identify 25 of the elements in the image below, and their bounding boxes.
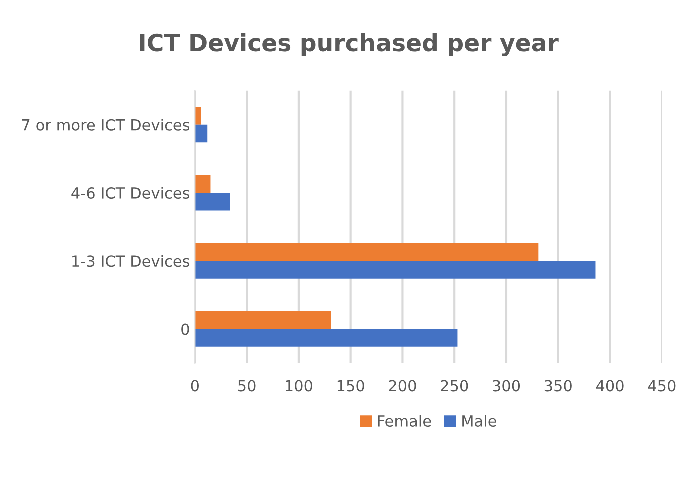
y-tick-label: 0 xyxy=(182,324,190,336)
bar xyxy=(195,243,539,262)
x-tick-label: 100 xyxy=(286,380,312,392)
x-tick-label: 250 xyxy=(441,380,468,392)
bar xyxy=(195,124,208,143)
chart-title: ICT Devices purchased per year xyxy=(140,33,559,56)
y-tick-label: 1-3 ICT Devices xyxy=(72,255,190,268)
bar xyxy=(195,261,596,279)
bar xyxy=(195,175,211,193)
x-tick-label: 50 xyxy=(238,380,256,392)
bar xyxy=(195,329,458,347)
x-tick-label: 300 xyxy=(493,380,520,392)
bar xyxy=(195,312,332,330)
bar xyxy=(195,107,202,125)
x-tick-label: 400 xyxy=(596,380,624,392)
x-tick-label: 0 xyxy=(191,380,200,392)
x-tick-label: 450 xyxy=(648,380,676,392)
x-tick-label: 150 xyxy=(338,380,364,392)
legend-label: Female xyxy=(378,415,432,427)
y-tick-label: 7 or more ICT Devices xyxy=(22,119,190,131)
legend-label: Male xyxy=(462,415,496,427)
x-tick-label: 350 xyxy=(544,380,572,392)
x-tick-label: 200 xyxy=(389,380,416,392)
y-tick-label: 4-6 ICT Devices xyxy=(72,187,190,200)
bar xyxy=(195,192,230,211)
